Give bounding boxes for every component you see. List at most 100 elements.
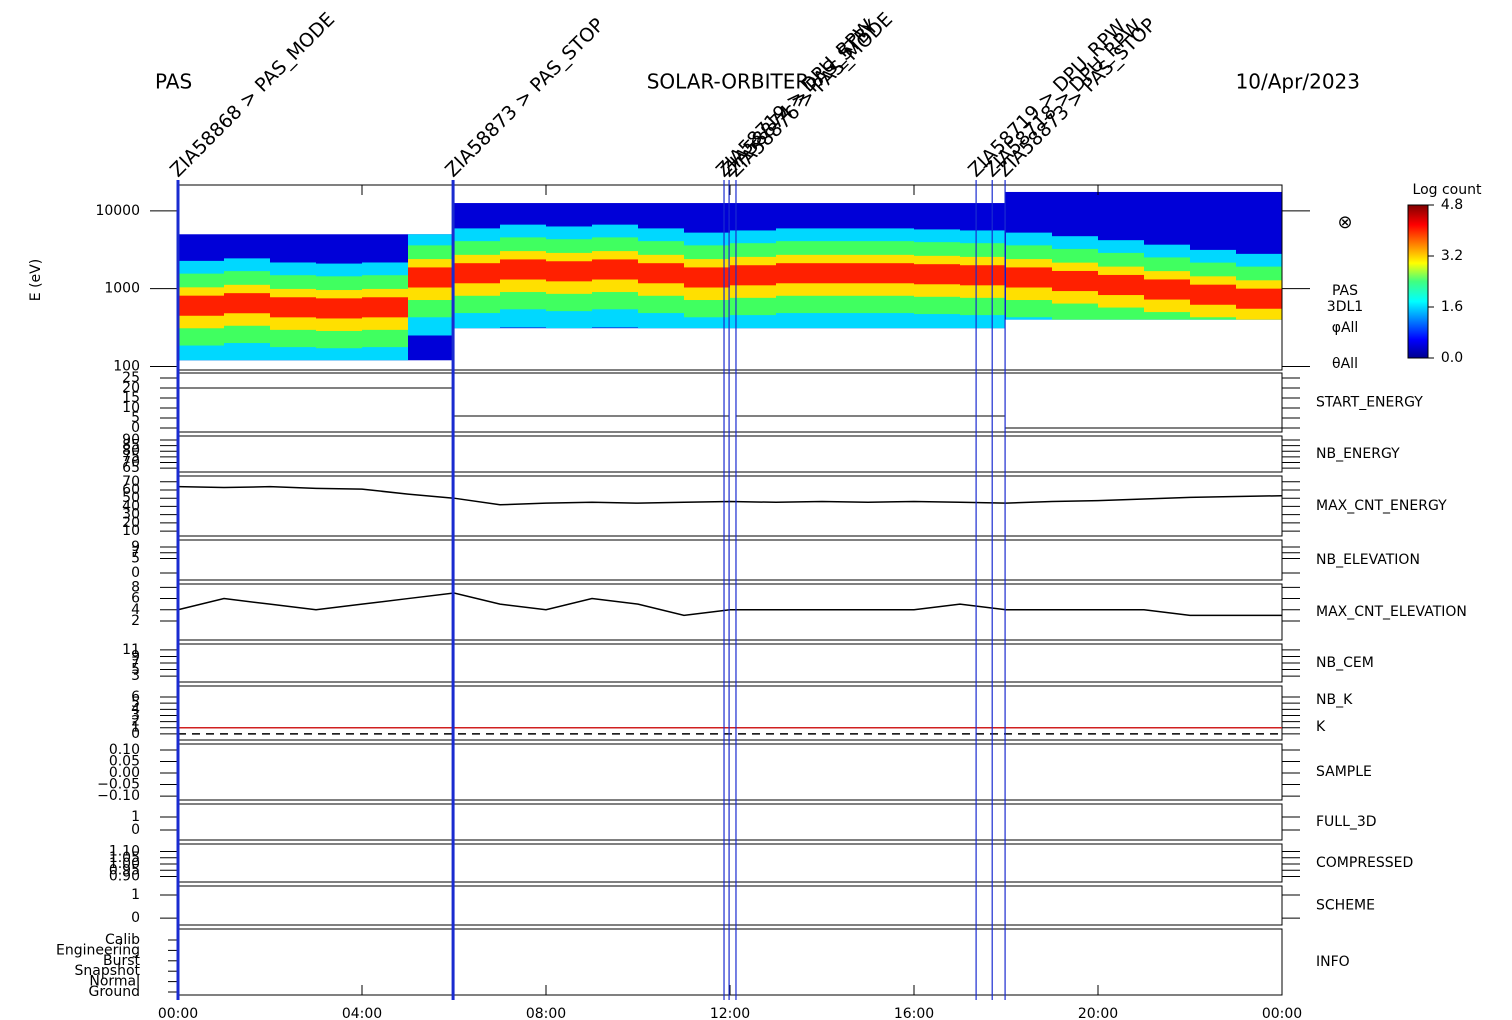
spectrogram-band bbox=[408, 267, 454, 288]
y-tick-label: 10 bbox=[122, 400, 140, 416]
y-tick-label: 50 bbox=[122, 490, 140, 506]
colorbar-tick-label: 4.8 bbox=[1441, 197, 1463, 213]
data-line bbox=[177, 592, 1282, 617]
y-tick-label: 5 bbox=[131, 662, 140, 678]
x-tick-label: 08:00 bbox=[526, 1006, 566, 1020]
data-line bbox=[177, 485, 1283, 506]
y-tick-label: 9 bbox=[131, 539, 140, 555]
category-label: Snapshot bbox=[75, 963, 141, 979]
y-tick-label: 1 bbox=[131, 887, 140, 903]
spectrogram-band bbox=[270, 297, 316, 318]
y-tick-label: 1.00 bbox=[109, 856, 140, 872]
date: 10/Apr/2023 bbox=[1236, 70, 1360, 94]
y-tick-label: 2 bbox=[131, 714, 140, 730]
category-label: Burst bbox=[103, 953, 141, 969]
y-tick-label: 1 bbox=[131, 720, 140, 736]
x-tick-label: 12:00 bbox=[710, 1006, 750, 1020]
panel-frame bbox=[177, 435, 1283, 473]
panel-frame bbox=[177, 372, 1283, 433]
y-tick-label: 6 bbox=[131, 591, 140, 607]
spectrogram-band bbox=[684, 267, 730, 288]
spectrogram-band bbox=[178, 295, 224, 316]
spectrogram-band bbox=[1098, 274, 1144, 296]
event-label: ZIA58868 > PAS_MODE bbox=[166, 8, 339, 181]
spectrogram-band bbox=[822, 263, 868, 284]
spectrogram-band bbox=[592, 259, 638, 280]
panel-frame bbox=[177, 885, 1283, 926]
mission: SOLAR-ORBITER bbox=[647, 70, 810, 94]
y-tick-label: 80 bbox=[122, 443, 140, 459]
spectrogram-band bbox=[362, 297, 408, 318]
panel-label: NB_ELEVATION bbox=[1316, 552, 1420, 568]
series-label: NB_K bbox=[1316, 692, 1353, 708]
side-label: PAS bbox=[1332, 283, 1358, 299]
spectrogram-band bbox=[1144, 279, 1190, 300]
y-tick-label: 65 bbox=[122, 460, 140, 476]
y-tick-label: 100 bbox=[113, 358, 140, 374]
panel-label: INFO bbox=[1316, 954, 1350, 970]
panel-frame bbox=[177, 743, 1283, 801]
y-tick-label: 6 bbox=[131, 689, 140, 705]
panel-label: MAX_CNT_ELEVATION bbox=[1316, 604, 1467, 620]
spectrogram-band bbox=[224, 293, 270, 314]
y-tick-label: 75 bbox=[122, 449, 140, 465]
side-label: θAll bbox=[1332, 356, 1358, 372]
event-label: ZIA58876 > PAS_MODE bbox=[724, 8, 897, 181]
y-tick-label: 1 bbox=[131, 809, 140, 825]
y-tick-label: 70 bbox=[122, 454, 140, 470]
x-tick-label: 16:00 bbox=[894, 1006, 934, 1020]
y-tick-label: 3 bbox=[131, 668, 140, 684]
y-tick-label: 1.05 bbox=[109, 850, 140, 866]
y-tick-label: 85 bbox=[122, 438, 140, 454]
spectrogram-band bbox=[454, 263, 500, 284]
colorbar-tick-label: 0.0 bbox=[1441, 350, 1463, 366]
y-tick-label: 4 bbox=[131, 701, 140, 717]
y-tick-label: −0.10 bbox=[97, 788, 140, 804]
panel-label: SCHEME bbox=[1316, 898, 1375, 914]
spectrogram-band bbox=[546, 261, 592, 282]
y-tick-label: 15 bbox=[122, 390, 140, 406]
y-tick-label: 9 bbox=[131, 648, 140, 664]
category-label: Engineering bbox=[56, 942, 140, 958]
panel-label: NB_CEM bbox=[1316, 655, 1374, 671]
panel-frame bbox=[177, 583, 1283, 641]
y-tick-label: 70 bbox=[122, 474, 140, 490]
y-tick-label: 10 bbox=[122, 523, 140, 539]
spectrogram-band bbox=[316, 298, 362, 319]
spectrogram-band bbox=[914, 264, 960, 285]
y-tick-label: 5 bbox=[131, 695, 140, 711]
y-tick-label: 3 bbox=[131, 707, 140, 723]
panel-label: START_ENERGY bbox=[1316, 395, 1423, 411]
y-tick-label: 0.00 bbox=[109, 765, 140, 781]
category-label: Normal bbox=[89, 974, 140, 990]
colorbar-title: Log count bbox=[1413, 182, 1482, 198]
y-tick-label: 5 bbox=[131, 551, 140, 567]
y-tick-label: 8 bbox=[131, 579, 140, 595]
y-tick-label: 0 bbox=[131, 910, 140, 926]
panel-label: FULL_3D bbox=[1316, 814, 1377, 830]
x-tick-label: 20:00 bbox=[1078, 1006, 1118, 1020]
panel-label: COMPRESSED bbox=[1316, 855, 1413, 871]
spectrogram-band bbox=[1236, 288, 1282, 309]
y-tick-label: 0 bbox=[131, 565, 140, 581]
y-tick-label: 2 bbox=[131, 613, 140, 629]
y-tick-label: −0.05 bbox=[97, 777, 140, 793]
y-tick-label: 30 bbox=[122, 507, 140, 523]
panel-frame bbox=[177, 475, 1283, 537]
y-tick-label: 0.90 bbox=[109, 869, 140, 885]
y-tick-label: 10000 bbox=[95, 203, 140, 219]
spectrogram-band bbox=[776, 263, 822, 284]
category-label: Ground bbox=[89, 984, 141, 1000]
y-tick-label: 1.10 bbox=[109, 844, 140, 860]
y-tick-label: 60 bbox=[122, 482, 140, 498]
y-tick-label: 11 bbox=[122, 642, 140, 658]
y-tick-label: 4 bbox=[131, 602, 140, 618]
spectrogram-band bbox=[868, 263, 914, 284]
colorbar bbox=[1407, 204, 1429, 359]
spectrogram-band bbox=[960, 265, 1006, 286]
panel-frame bbox=[177, 685, 1283, 741]
event-label: ZIA58873 > PAS_STOP bbox=[441, 14, 609, 182]
instrument: PAS bbox=[155, 70, 192, 94]
y-tick-label: 20 bbox=[122, 515, 140, 531]
